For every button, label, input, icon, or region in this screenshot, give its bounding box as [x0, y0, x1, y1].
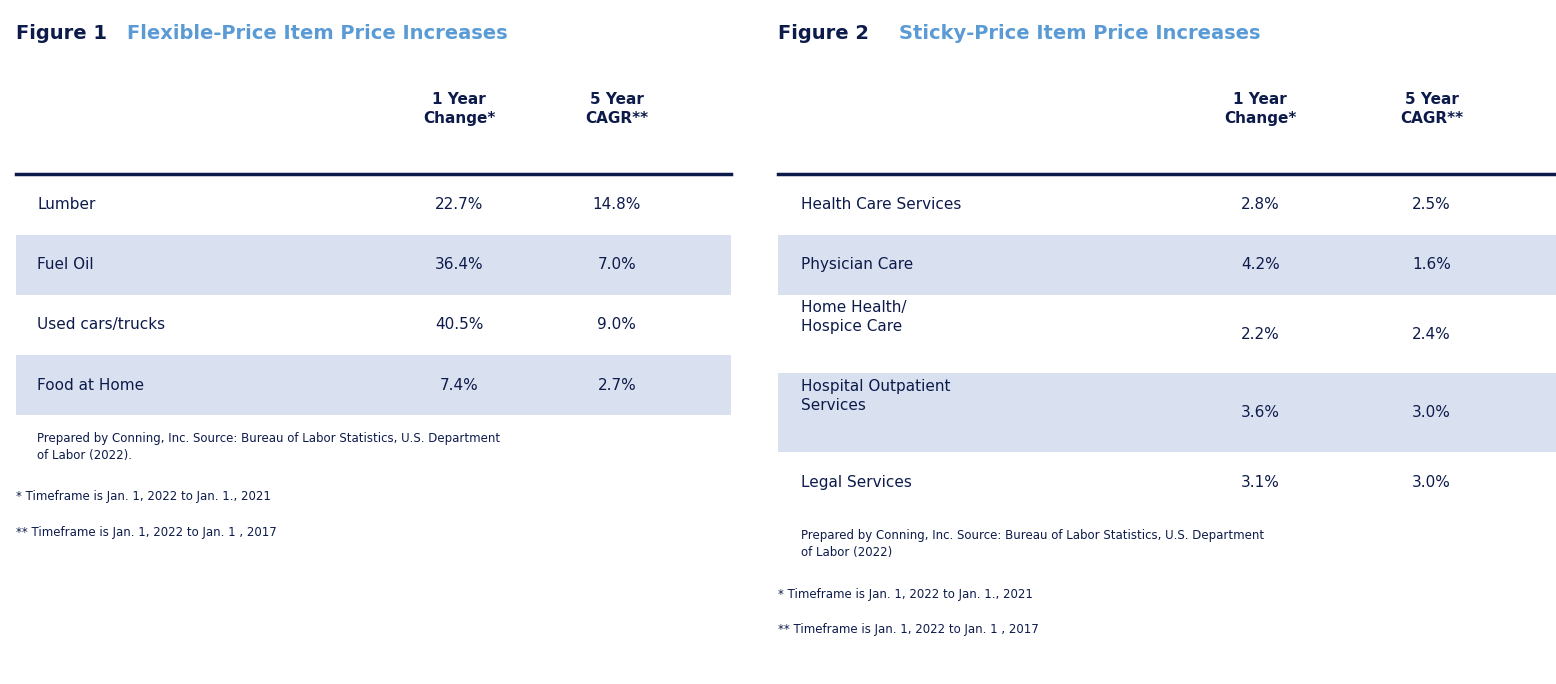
Text: Prepared by Conning, Inc. Source: Bureau of Labor Statistics, U.S. Department
of: Prepared by Conning, Inc. Source: Bureau… — [37, 432, 499, 462]
Text: 36.4%: 36.4% — [436, 257, 484, 272]
Text: ** Timeframe is Jan. 1, 2022 to Jan. 1 , 2017: ** Timeframe is Jan. 1, 2022 to Jan. 1 ,… — [778, 623, 1039, 636]
Text: 22.7%: 22.7% — [436, 197, 484, 212]
Text: 3.6%: 3.6% — [1240, 406, 1281, 420]
Text: Sticky-Price Item Price Increases: Sticky-Price Item Price Increases — [899, 24, 1260, 43]
Text: Hospital Outpatient
Services: Hospital Outpatient Services — [801, 379, 951, 413]
Bar — [778, 235, 1556, 295]
Text: 5 Year
CAGR**: 5 Year CAGR** — [1400, 92, 1463, 126]
Text: Legal Services: Legal Services — [801, 475, 912, 490]
Text: 2.8%: 2.8% — [1242, 197, 1279, 212]
Text: Health Care Services: Health Care Services — [801, 197, 962, 212]
Text: 4.2%: 4.2% — [1242, 257, 1279, 272]
Text: Physician Care: Physician Care — [801, 257, 913, 272]
Text: 1 Year
Change*: 1 Year Change* — [1225, 92, 1296, 126]
Text: 2.2%: 2.2% — [1242, 327, 1279, 341]
Text: 2.4%: 2.4% — [1413, 327, 1450, 341]
Text: 1.6%: 1.6% — [1413, 257, 1450, 272]
Text: 9.0%: 9.0% — [598, 317, 636, 332]
Bar — [16, 355, 731, 415]
Text: Fuel Oil: Fuel Oil — [37, 257, 93, 272]
Text: * Timeframe is Jan. 1, 2022 to Jan. 1., 2021: * Timeframe is Jan. 1, 2022 to Jan. 1., … — [16, 490, 271, 503]
Text: ** Timeframe is Jan. 1, 2022 to Jan. 1 , 2017: ** Timeframe is Jan. 1, 2022 to Jan. 1 ,… — [16, 526, 277, 539]
Text: Used cars/trucks: Used cars/trucks — [37, 317, 165, 332]
Text: 40.5%: 40.5% — [436, 317, 484, 332]
Text: 2.7%: 2.7% — [598, 378, 636, 393]
Text: 2.5%: 2.5% — [1413, 197, 1450, 212]
Text: 7.4%: 7.4% — [440, 378, 479, 393]
Text: 7.0%: 7.0% — [598, 257, 636, 272]
Text: 5 Year
CAGR**: 5 Year CAGR** — [585, 92, 649, 126]
Text: 3.1%: 3.1% — [1242, 475, 1279, 490]
Text: Lumber: Lumber — [37, 197, 95, 212]
Text: Figure 1: Figure 1 — [16, 24, 114, 43]
Text: Figure 2: Figure 2 — [778, 24, 876, 43]
Text: Food at Home: Food at Home — [37, 378, 145, 393]
Text: * Timeframe is Jan. 1, 2022 to Jan. 1., 2021: * Timeframe is Jan. 1, 2022 to Jan. 1., … — [778, 588, 1033, 601]
Text: 3.0%: 3.0% — [1413, 475, 1450, 490]
Bar — [16, 235, 731, 295]
Bar — [778, 373, 1556, 452]
Text: 1 Year
Change*: 1 Year Change* — [423, 92, 495, 126]
Text: 3.0%: 3.0% — [1413, 406, 1450, 420]
Text: Home Health/
Hospice Care: Home Health/ Hospice Care — [801, 300, 907, 334]
Text: Prepared by Conning, Inc. Source: Bureau of Labor Statistics, U.S. Department
of: Prepared by Conning, Inc. Source: Bureau… — [801, 529, 1265, 560]
Text: 14.8%: 14.8% — [593, 197, 641, 212]
Text: Flexible-Price Item Price Increases: Flexible-Price Item Price Increases — [126, 24, 507, 43]
